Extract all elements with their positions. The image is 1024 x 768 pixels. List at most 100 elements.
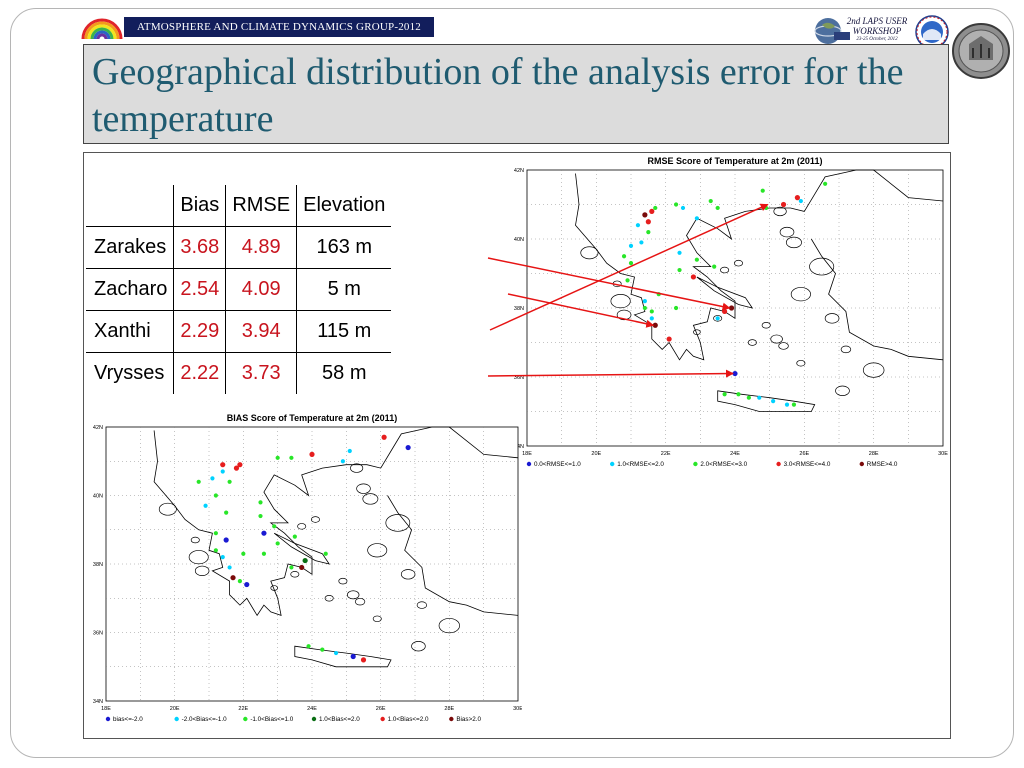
bias-station-point (302, 557, 308, 564)
y-tick-label: 38N (93, 562, 103, 568)
rmse-station-point (728, 305, 735, 311)
legend-marker (859, 461, 864, 467)
rmse-station-point (757, 395, 762, 400)
bias-station-point (261, 551, 267, 556)
rmse-station-point (798, 198, 803, 204)
rmse-station-point (628, 261, 634, 266)
island-outline (790, 287, 811, 302)
column-header: Elevation (296, 185, 392, 227)
bias-station-point (309, 451, 315, 457)
bias-station-point (340, 459, 345, 464)
rmse-station-point (653, 205, 658, 211)
bias-station-point (210, 476, 215, 481)
x-tick-label: 20E (591, 451, 601, 457)
island-outline (188, 550, 209, 565)
island-outline (158, 502, 177, 516)
rmse-station-point (746, 395, 751, 400)
bias-station-point (275, 541, 280, 546)
bias-station-point (213, 548, 218, 553)
y-tick-label: 34N (514, 444, 524, 450)
x-tick-label: 18E (101, 706, 111, 712)
x-tick-label: 28E (444, 706, 454, 712)
rmse-station-point (677, 250, 682, 255)
island-outline (273, 532, 331, 565)
workshop-line-1: 2nd LAPS USER (846, 16, 908, 26)
column-header: RMSE (225, 185, 298, 227)
workshop-label: 2nd LAPS USER WORKSHOP 23-25 October, 20… (844, 16, 910, 43)
rmse-station-point (794, 195, 800, 201)
legend-label: 1.0<RMSE<=2.0 (617, 461, 664, 468)
rmse-station-point (680, 205, 686, 211)
island-outline (350, 463, 364, 473)
workshop-line-3: 23-25 October, 2012 (856, 37, 898, 42)
legend-marker (776, 461, 781, 467)
bias-station-point (213, 531, 218, 536)
rmse-station-point (656, 292, 661, 297)
legend-label: 0.0<RMSE<=1.0 (534, 461, 581, 468)
station-stats-table: Bias RMSE Elevation Zarakes 3.68 4.89 16… (86, 185, 392, 394)
table-row: Zacharo 2.54 4.09 5 m (86, 268, 392, 311)
station-name: Xanthi (86, 310, 175, 353)
y-tick-label: 38N (514, 306, 524, 312)
island-outline (809, 257, 835, 276)
rmse-station-point (639, 240, 644, 245)
bias-station-point (289, 565, 294, 570)
legend-label: RMSE>4.0 (867, 461, 898, 468)
coast-line (810, 238, 944, 361)
title-box: Geographical distribution of the analysi… (83, 44, 949, 144)
legend-label: 1.0<Bias<=2.0 (388, 716, 429, 723)
bias-station-point (220, 462, 226, 468)
rmse-station-point (628, 243, 634, 248)
legend-marker (693, 461, 698, 467)
island-outline (338, 577, 348, 585)
rmse-station-point (791, 402, 797, 407)
bias-station-point (299, 564, 305, 571)
bias-station-point (237, 579, 242, 584)
rmse-station-point (673, 305, 679, 311)
slide-frame (10, 8, 1014, 758)
rmse-station-point (715, 205, 720, 211)
rmse-station-point (708, 198, 713, 204)
island-outline (310, 516, 320, 523)
rmse-map-chart: RMSE Score of Temperature at 2m (2011) 18… (514, 156, 948, 468)
x-tick-label: 22E (661, 451, 671, 457)
island-outline (779, 226, 795, 238)
rmse-station-point (642, 212, 648, 218)
legend-marker (105, 716, 111, 722)
rmse-station-point (712, 264, 717, 269)
x-tick-label: 24E (307, 706, 317, 712)
table-row: Vrysses 2.22 3.73 58 m (86, 352, 392, 394)
y-tick-label: 34N (93, 699, 103, 705)
rmse-station-point (621, 254, 627, 259)
bias-station-point (350, 653, 356, 660)
x-tick-label: 26E (376, 706, 386, 712)
x-tick-label: 24E (730, 451, 740, 457)
rmse-station-point (649, 309, 654, 314)
island-outline (194, 565, 210, 576)
island-outline (778, 342, 789, 350)
rmse-value: 3.73 (225, 352, 298, 394)
y-tick-label: 42N (93, 425, 103, 431)
rmse-station-point (780, 201, 787, 208)
island-outline (862, 362, 885, 378)
workshop-line-2: WORKSHOP (852, 26, 902, 36)
grid-lines (106, 427, 518, 701)
island-outline (347, 590, 360, 600)
island-outline (773, 206, 787, 217)
island-outline (297, 523, 307, 530)
island-outline (270, 585, 279, 591)
station-name: Vrysses (86, 352, 175, 394)
island-outline (411, 641, 426, 652)
bias-station-point (333, 650, 339, 656)
rmse-value: 4.89 (225, 226, 298, 269)
bias-value: 3.68 (173, 226, 227, 269)
rmse-station-point (694, 216, 699, 221)
workshop-globe-logo (814, 18, 850, 44)
bias-station-point (320, 647, 325, 652)
rmse-station-point (642, 299, 647, 304)
table-row: Zarakes 3.68 4.89 163 m (86, 226, 392, 269)
bias-station-point (196, 479, 201, 484)
bias-station-point (261, 530, 267, 536)
island-outline (367, 543, 388, 558)
bias-station-point (405, 444, 411, 451)
